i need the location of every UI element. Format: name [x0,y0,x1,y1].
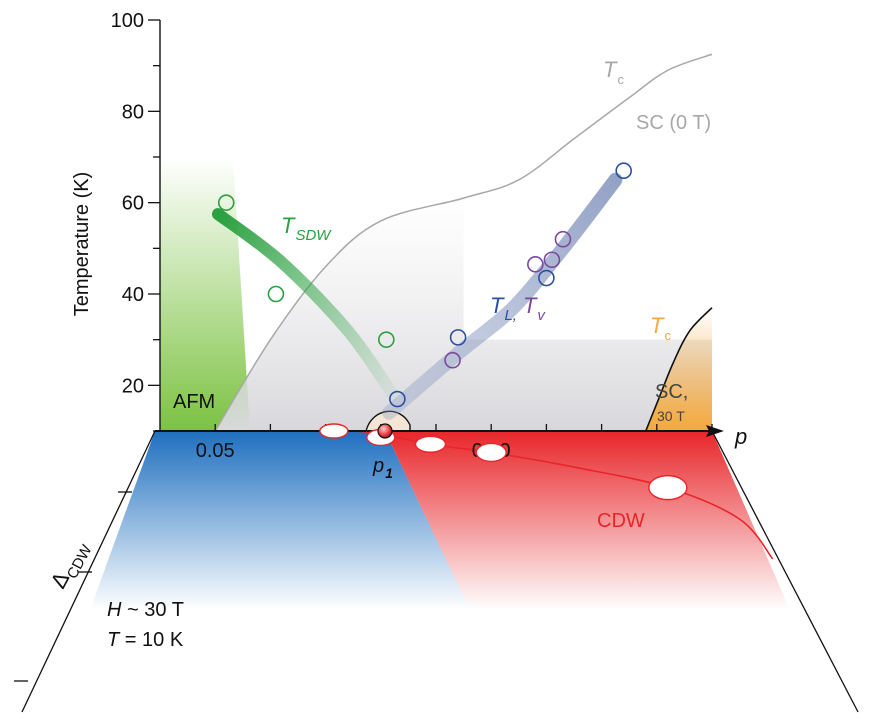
p1-sub: 1 [385,465,393,481]
y-tick-label: 20 [122,375,144,397]
condition-temp-rest: = 10 K [119,629,184,651]
sc-30t-label-line2: 30 T [657,408,685,424]
tc-30t-var: T [650,313,665,338]
sc-30t-region [645,307,712,431]
tc-zero-field-label: Tc [603,57,624,87]
cdw-markers [319,423,688,501]
cdw-marker [319,423,349,439]
x-tick-label: 0.05 [196,440,235,462]
tc-30t-curve [645,307,713,432]
pseudogap-region [215,198,712,431]
tc-zero-field-curve [214,53,713,432]
y-tick-label: 60 [122,193,144,215]
condition-field-rest: ~ 30 T [121,599,183,621]
cdw-marker [648,474,688,501]
y-tick-label: 40 [122,284,144,306]
marker-t-l [449,329,467,346]
p1-var: p [372,455,384,477]
tv-sub: v [537,307,546,324]
marker-t-sdw [217,194,235,211]
tsdw-sub: SDW [295,227,332,244]
condition-field: H ~ 30 T [107,599,184,621]
y-ticks: 20 40 60 80 100 [111,10,160,432]
condition-field-var: H [107,599,122,621]
marker-t-sdw [378,331,395,348]
tc-30t-sub: c [664,328,671,343]
curves [211,53,774,560]
cdw-red-region [385,431,790,610]
sc-zero-field-label: SC (0 T) [636,112,711,134]
p1-marker [377,423,393,439]
labels: Temperature (K) p AFM Tc SC (0 T) TSDW T… [45,57,747,651]
p1-label: p1 [372,455,393,481]
x-axis-arrow [706,425,724,437]
tc-30t-label: Tc [650,313,671,343]
tv-var: T [523,293,538,318]
tl-tv-band [382,172,623,420]
tsdw-band [211,208,399,401]
y-tick-label: 100 [111,10,144,32]
marker-t-l [538,269,555,287]
afm-label: AFM [173,391,215,413]
cdw-marker [414,435,447,453]
marker-t-v [527,256,544,273]
cdw-marker [475,442,507,463]
marker-t-l [615,162,632,179]
cdw-label: CDW [597,510,645,532]
cdw-plane [90,431,790,610]
tc-zero-field-sub: c [617,72,624,87]
x-axis-label: p [734,424,747,449]
marker-t-v [543,251,561,269]
tl-sub: L, [504,307,517,324]
tsdw-label: TSDW [281,213,332,244]
data-markers [217,162,632,408]
condition-temp: T = 10 K [107,629,184,651]
condition-temp-var: T [107,629,121,651]
phase-regions [160,158,712,432]
tl-tv-label: TL, Tv [490,293,546,324]
tl-var: T [490,293,505,318]
sc-30t-label-line1: SC, [655,381,688,403]
marker-t-sdw [267,285,285,303]
right-edge-line [711,430,859,713]
marker-t-v [444,351,461,369]
cdw-axis-label: ΔCDW [45,535,96,594]
marker-t-l [389,390,406,408]
marker-t-v [554,230,572,248]
tc-zero-field-var: T [603,57,618,82]
cdw-axis-sub: CDW [64,541,96,581]
y-tick-label: 80 [122,101,144,123]
tsdw-var: T [281,213,296,238]
y-axis-label: Temperature (K) [71,172,93,317]
cdw-blue-region [90,431,470,610]
